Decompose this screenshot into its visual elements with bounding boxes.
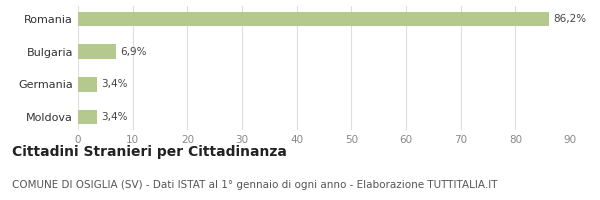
Text: 86,2%: 86,2%: [554, 14, 587, 24]
Text: 6,9%: 6,9%: [120, 47, 146, 57]
Bar: [78, 44, 116, 59]
Text: 3,4%: 3,4%: [101, 79, 127, 89]
Text: COMUNE DI OSIGLIA (SV) - Dati ISTAT al 1° gennaio di ogni anno - Elaborazione TU: COMUNE DI OSIGLIA (SV) - Dati ISTAT al 1…: [12, 180, 497, 190]
Text: 3,4%: 3,4%: [101, 112, 127, 122]
Bar: [78, 12, 549, 26]
Bar: [78, 77, 97, 92]
Text: Cittadini Stranieri per Cittadinanza: Cittadini Stranieri per Cittadinanza: [12, 145, 287, 159]
Bar: [78, 110, 97, 124]
